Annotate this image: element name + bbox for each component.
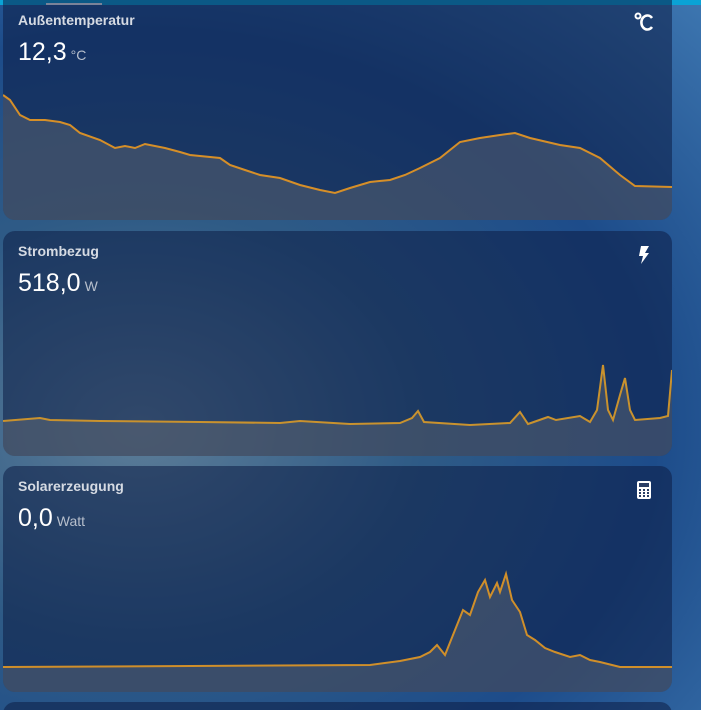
state-value: 0,0 [18, 504, 53, 532]
card-state: 0,0 Watt [18, 504, 85, 533]
sensor-card[interactable]: Außentemperatur 12,3 °C [3, 0, 672, 220]
flash-icon [639, 246, 649, 264]
celsius-icon [634, 12, 654, 31]
card-name: Strombezug [18, 243, 99, 259]
sparkline [3, 364, 672, 456]
state-value: 518,0 [18, 269, 81, 297]
state-unit: W [84, 278, 98, 294]
card-state: 518,0 W [18, 269, 98, 298]
state-value: 12,3 [18, 38, 67, 66]
card-name: Solarerzeugung [18, 478, 124, 494]
card-name: Außentemperatur [18, 12, 135, 28]
sparkline [3, 94, 672, 220]
sparkline [3, 570, 672, 692]
sensor-card[interactable] [3, 702, 672, 710]
state-unit: °C [70, 47, 87, 63]
sensor-card[interactable]: Strombezug 518,0 W [3, 231, 672, 456]
calculator-icon [637, 481, 651, 499]
card-state: 12,3 °C [18, 38, 86, 67]
sensor-card[interactable]: Solarerzeugung 0,0 Watt [3, 466, 672, 692]
state-unit: Watt [56, 513, 86, 529]
